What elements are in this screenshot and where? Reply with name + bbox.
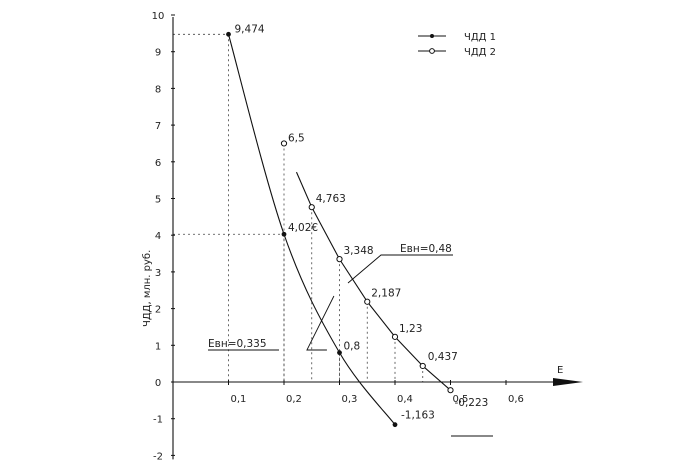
y-tick-label: 4: [155, 231, 161, 242]
legend-marker: [429, 48, 435, 54]
series-2-segment: [295, 171, 313, 208]
series-1-data-label: 4,02€: [288, 222, 318, 234]
axes: E ЧДД, млн. руб.: [142, 17, 583, 460]
series-1-point: [392, 422, 398, 428]
x-tick-label: 0,3: [342, 394, 358, 405]
series-2-segment: [422, 365, 451, 391]
x-axis-arrow: [553, 378, 583, 386]
y-tick-label: -1: [153, 415, 163, 426]
annotations: Евн=0,335 Евн=0,48: [208, 243, 453, 351]
x-tick-label: 0,5: [453, 394, 469, 405]
series-1-point: [226, 31, 231, 37]
series-2-data-label: 4,763: [316, 193, 346, 205]
series-2-data-label: 2,187: [371, 288, 401, 300]
series-2-point: [419, 362, 426, 370]
series-2-point: [364, 298, 371, 305]
legend: ЧДД 1 ЧДД 2: [418, 32, 496, 58]
series-layer: 9,474 4,02€ 0,8 -1,163 6,5 4,763 3,348 2,187 1,2…: [226, 23, 493, 437]
series-2-segment: [311, 206, 340, 260]
legend-marker: [430, 34, 434, 38]
y-tick-label: 6: [155, 158, 161, 169]
series-1-data-label: 9,474: [235, 23, 265, 35]
series-2-segment: [394, 336, 424, 367]
series-2-data-label: 3,348: [344, 245, 374, 257]
y-axis-label: ЧДД, млн. руб.: [142, 250, 153, 327]
series-2-data-label: 1,23: [399, 323, 422, 335]
x-tick-label: 0,2: [286, 394, 302, 405]
x-tick-label: 0,1: [231, 394, 247, 405]
y-tick-label: 7: [155, 121, 161, 132]
series-2-segment: [366, 301, 396, 338]
series-2-point: [308, 204, 315, 211]
y-tick-label: -2: [153, 451, 163, 462]
series-1-line: [227, 34, 396, 426]
x-axis-label: E: [557, 365, 563, 376]
series-2-segment: [339, 258, 368, 303]
irr-1-label: Евн=0,335: [208, 338, 267, 350]
y-tick-label: 1: [155, 341, 161, 352]
guide-lines: [173, 33, 424, 382]
ticks: -2 -1 0 1 2 3 4 5 6 7 8 9 10 0,1 0,2 0,3 0,4 0,5 0,6: [152, 11, 524, 462]
irr-1-leader: [306, 295, 335, 351]
series-2-data-label: -0,223: [455, 397, 489, 409]
series-1-point: [281, 231, 287, 237]
y-tick-label: 2: [155, 305, 161, 316]
y-tick-label: 5: [155, 195, 161, 206]
legend-label: ЧДД 1: [464, 32, 496, 43]
y-tick-label: 0: [155, 378, 161, 389]
series-1-data-label: 0,8: [344, 341, 361, 353]
series-1-point: [337, 350, 342, 356]
y-tick-label: 10: [152, 11, 165, 22]
series-2-data-label: 6,5: [288, 132, 305, 144]
series-2-point: [336, 256, 343, 263]
y-tick-label: 9: [155, 48, 161, 59]
y-tick-label: 8: [155, 84, 161, 95]
series-2-point: [447, 387, 454, 394]
series-2-point: [280, 140, 288, 147]
legend-label: ЧДД 2: [464, 47, 496, 58]
series-2-data-label: 0,437: [428, 351, 458, 363]
irr-2-label: Евн=0,48: [400, 243, 452, 255]
irr-2-leader: [347, 254, 453, 284]
series-1-data-label: -1,163: [401, 410, 435, 422]
x-tick-label: 0,4: [397, 394, 413, 405]
x-tick-label: 0,6: [508, 394, 524, 405]
series-2-point: [391, 333, 399, 340]
y-tick-label: 3: [155, 268, 161, 279]
